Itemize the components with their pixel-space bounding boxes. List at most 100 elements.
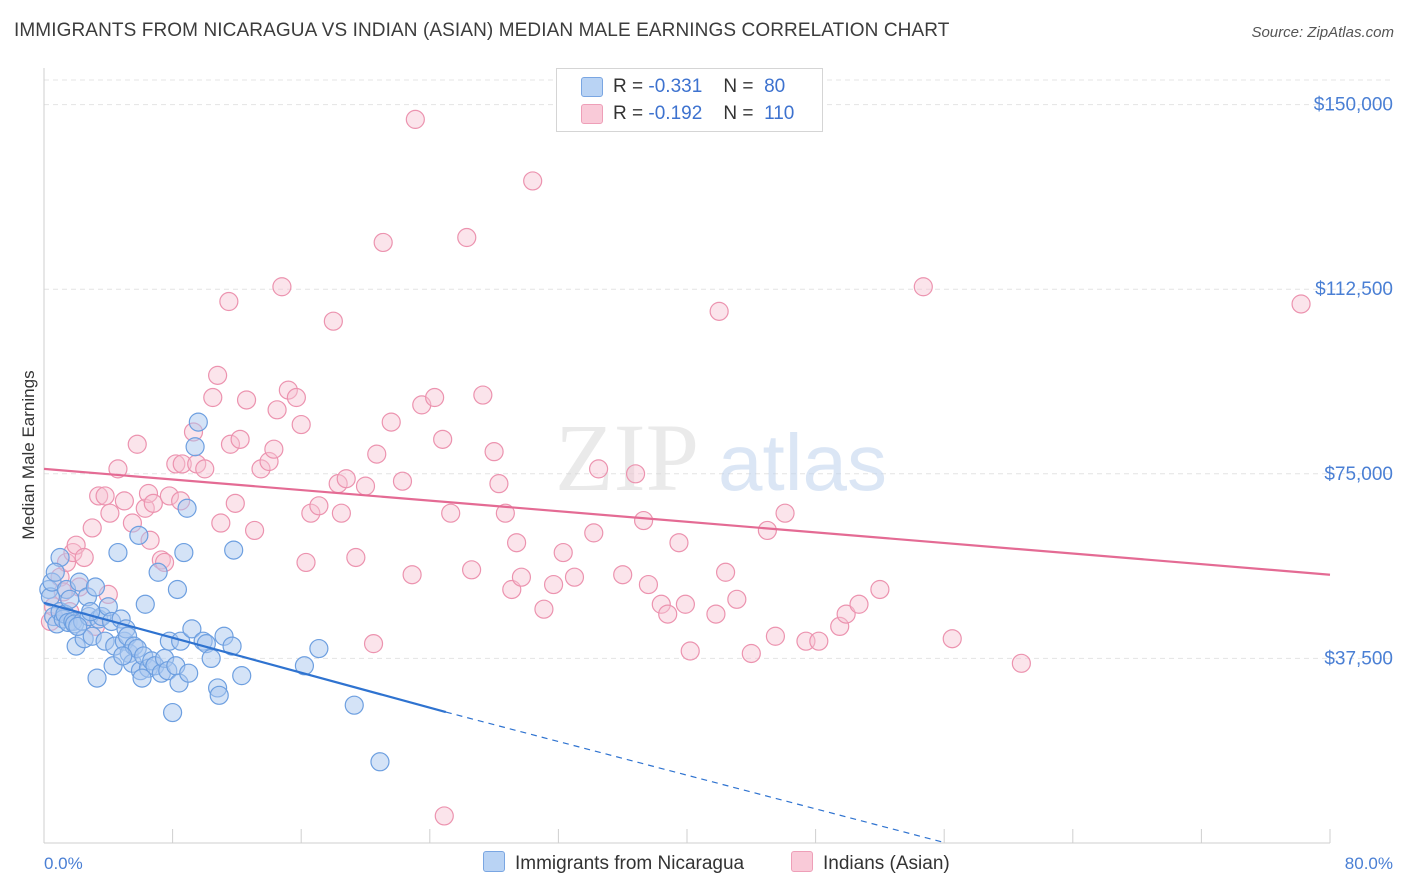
indian-asian-point [757, 520, 777, 541]
legend-r-value: -0.331 [648, 76, 703, 97]
nicaragua-point [224, 540, 244, 560]
nicaragua-point [163, 702, 183, 723]
indian-asian-point [100, 503, 120, 523]
indian-asian-point [564, 567, 585, 587]
nicaragua-point [179, 663, 199, 683]
indian-asian-point [272, 277, 292, 297]
indian-asian-point [809, 631, 829, 651]
nicaragua-point [370, 752, 390, 772]
indian-asian-point [553, 542, 573, 563]
nicaragua-point [45, 562, 65, 582]
nicaragua-point [85, 577, 106, 597]
indian-asian-trend-line [43, 467, 1331, 576]
indian-asian-point [127, 434, 147, 454]
indian-asian-point [278, 380, 298, 400]
nicaragua-point [188, 412, 208, 432]
correlation-legend: R = -0.331 N = 80 R = -0.192 N = 110 [556, 68, 823, 132]
nicaragua-point [171, 631, 191, 651]
chart-source: Source: ZipAtlas.com [1251, 24, 1394, 41]
indian-asian-point [211, 513, 231, 533]
nicaragua-point [135, 594, 155, 614]
y-tick-label: $75,000 [1324, 464, 1393, 485]
indian-asian-point [363, 634, 384, 654]
legend-item-nicaragua: Immigrants from Nicaragua [483, 851, 744, 875]
indian-asian-point [706, 604, 726, 624]
nicaragua-trend-extension [445, 711, 945, 844]
indian-asian-point [251, 459, 271, 479]
indian-asian-point [543, 574, 564, 595]
nicaragua-point [182, 619, 202, 639]
indian-asian-point [613, 565, 633, 585]
x-tick-label: 0.0% [44, 854, 83, 873]
indian-asian-point [457, 227, 477, 248]
indian-asian-point [172, 454, 192, 474]
indian-asian-point [286, 387, 306, 408]
y-tick-label: $112,500 [1315, 279, 1393, 300]
indian-asian-point [765, 626, 786, 646]
legend-swatch-pink [581, 104, 603, 124]
indian-asian-point [309, 496, 329, 516]
indian-asian-point [588, 459, 609, 479]
nicaragua-point [174, 542, 194, 563]
nicaragua-point [108, 542, 128, 563]
indian-asian-point [367, 444, 387, 464]
indian-asian-point [680, 641, 700, 661]
indian-asian-point [534, 599, 554, 619]
indian-asian-point [74, 547, 94, 568]
indian-asian-point [219, 291, 239, 312]
nicaragua-point [185, 437, 205, 457]
indian-asian-point [625, 464, 646, 484]
indian-asian-point [433, 429, 453, 449]
indian-asian-point [709, 301, 729, 321]
indian-asian-point [651, 594, 671, 614]
indian-asian-point [355, 476, 376, 496]
indian-asian-point [108, 459, 128, 479]
nicaragua-points [39, 412, 390, 772]
indian-asian-point [405, 109, 425, 129]
nicaragua-trend-line [43, 601, 447, 714]
indian-asian-point [392, 471, 413, 491]
indian-asian-point [220, 434, 241, 454]
indian-asian-point [638, 574, 659, 595]
indian-asian-point [913, 277, 933, 297]
nicaragua-point [222, 636, 242, 656]
nicaragua-point [132, 668, 152, 688]
nicaragua-point [294, 656, 315, 676]
indian-asian-point [669, 533, 689, 553]
indian-asian-point [381, 412, 401, 432]
indian-asian-point [727, 589, 747, 609]
indian-asian-point [301, 503, 321, 523]
indian-asian-point [461, 560, 482, 580]
indian-asian-point [138, 483, 159, 504]
indian-asian-point [331, 503, 351, 523]
indian-asian-point [441, 503, 461, 523]
legend-label: Indians (Asian) [823, 853, 950, 874]
legend-r-label: R = [613, 76, 644, 97]
indian-asian-point [264, 439, 284, 459]
indian-asian-point [484, 442, 504, 462]
indian-asian-point [849, 594, 869, 614]
indian-asian-point [195, 459, 215, 479]
legend-n-value: 80 [764, 76, 786, 97]
watermark: ZIP atlas [555, 404, 887, 511]
nicaragua-point [68, 616, 88, 637]
indian-asian-point [1291, 294, 1311, 314]
legend-label: Immigrants from Nicaragua [515, 853, 745, 874]
nicaragua-point [129, 525, 149, 545]
indian-asian-point [373, 232, 393, 253]
watermark-zip: ZIP [555, 404, 699, 511]
nicaragua-point [60, 589, 80, 609]
indian-asian-point [1011, 653, 1031, 673]
indian-asian-point [658, 604, 678, 624]
nicaragua-point [201, 648, 221, 669]
indian-asian-point [291, 414, 311, 435]
indian-asian-point [89, 486, 109, 506]
legend-n-label: N = [723, 76, 754, 97]
legend-swatch-blue [581, 77, 603, 97]
nicaragua-point [167, 579, 188, 600]
indian-asian-point [114, 491, 134, 511]
legend-swatch-blue [483, 851, 505, 872]
indian-asian-point [402, 565, 422, 585]
indian-asian-point [259, 451, 279, 472]
indian-asian-point [208, 365, 228, 385]
